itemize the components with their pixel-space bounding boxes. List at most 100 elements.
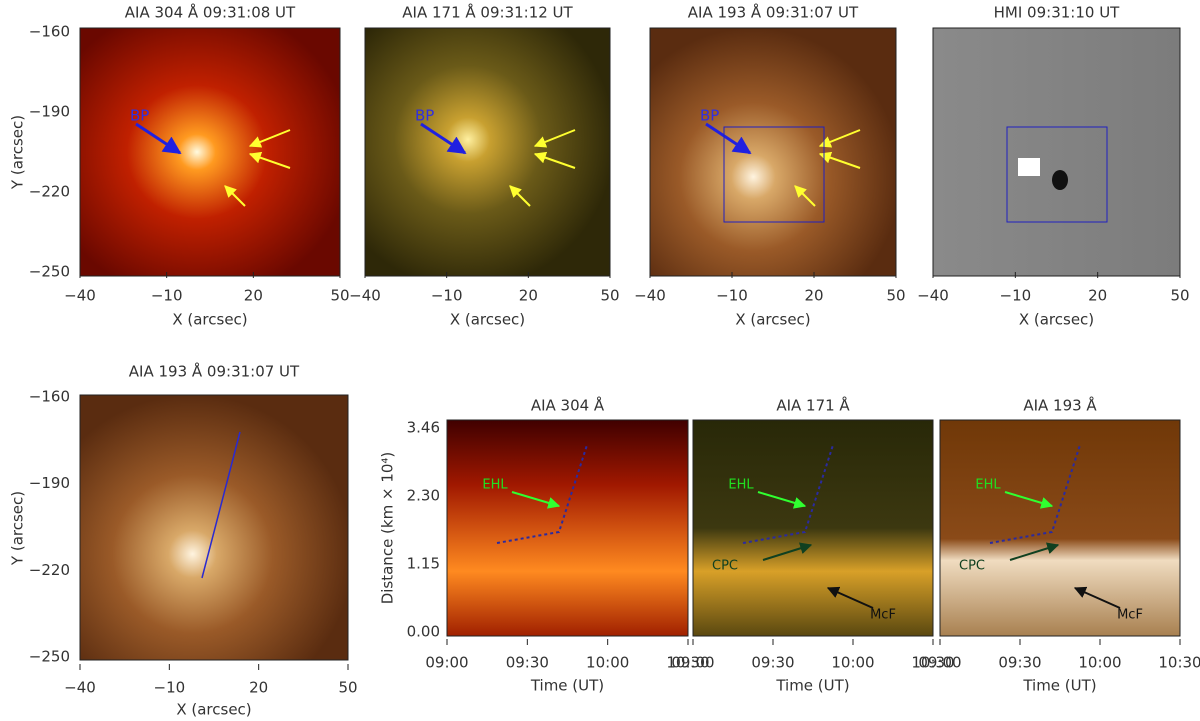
frame (364, 27, 611, 277)
y-tick-label: −250 (29, 648, 70, 666)
panel-title: AIA 171 Å (776, 396, 850, 415)
frame (649, 27, 897, 277)
frame (932, 27, 1181, 277)
annotation: CPC (712, 559, 738, 574)
x-tick-label: 50 (1170, 287, 1189, 305)
arrow (818, 129, 861, 148)
arrow (533, 129, 576, 148)
x-tick-label: 20 (244, 287, 263, 305)
y-tick-label: −160 (29, 388, 70, 406)
image (447, 420, 688, 636)
arrow (135, 122, 182, 155)
y-tick-label: −190 (29, 474, 70, 492)
roi-box (723, 126, 825, 223)
y-tick-label: −220 (29, 561, 70, 579)
x-tick-label: −40 (64, 287, 96, 305)
y-tick-label: −220 (29, 183, 70, 201)
annotation: BP (130, 107, 149, 125)
x-tick-label: −40 (64, 679, 96, 697)
x-axis-label: X (arcsec) (450, 311, 525, 329)
x-tick-label: −10 (151, 287, 183, 305)
arrow (420, 122, 467, 155)
x-axis-label: X (arcsec) (176, 701, 251, 719)
y-axis-label: Distance (km × 10⁴) (379, 452, 397, 605)
panel-title: AIA 193 Å (1023, 396, 1097, 415)
x-tick-label: 10:00 (831, 654, 874, 672)
x-axis-label: X (arcsec) (172, 311, 247, 329)
x-tick-label: 20 (519, 287, 538, 305)
arrow (248, 129, 291, 148)
arrow (224, 185, 246, 207)
x-axis-label: X (arcsec) (1019, 311, 1094, 329)
y-tick-label: −250 (29, 263, 70, 281)
arrow (1009, 542, 1060, 561)
frame (79, 394, 349, 661)
y-axis-label: Y (arcsec) (9, 115, 27, 190)
panel-title: AIA 304 Å (531, 396, 605, 415)
slit (201, 431, 241, 579)
x-tick-label: 50 (886, 287, 905, 305)
x-tick-label: 09:30 (506, 654, 549, 672)
arrow (1073, 586, 1121, 609)
x-tick-label: 09:00 (425, 654, 468, 672)
arrow (826, 586, 874, 609)
x-tick-label: 20 (249, 679, 268, 697)
x-tick-label: −10 (431, 287, 463, 305)
x-tick-label: 09:30 (998, 654, 1041, 672)
x-axis-label: Time (UT) (530, 677, 604, 695)
annotation: McF (870, 608, 896, 623)
x-tick-label: 10:30 (911, 654, 954, 672)
x-tick-label: 10:30 (1158, 654, 1200, 672)
panel-title: AIA 193 Å 09:31:07 UT (129, 362, 300, 381)
y-tick-label: −190 (29, 103, 70, 121)
frame (692, 419, 934, 637)
image (693, 420, 933, 636)
image (80, 395, 348, 660)
x-tick-label: 50 (338, 679, 357, 697)
x-tick-label: −40 (349, 287, 381, 305)
y-tick-label: 3.46 (407, 419, 440, 437)
arrow (705, 122, 752, 155)
y-tick-label: 0.00 (407, 623, 440, 641)
annotation: EHL (975, 478, 1001, 493)
x-tick-label: 20 (804, 287, 823, 305)
image (933, 28, 1180, 276)
arrow (511, 491, 561, 509)
frame (446, 419, 689, 637)
annotation: BP (415, 107, 434, 125)
y-tick-label: 2.30 (407, 487, 440, 505)
x-tick-label: −10 (716, 287, 748, 305)
y-tick-label: −160 (29, 23, 70, 41)
x-tick-label: 50 (330, 287, 349, 305)
arrow (794, 185, 816, 207)
arrow (509, 185, 531, 207)
x-tick-label: 20 (1088, 287, 1107, 305)
annotation: EHL (728, 478, 754, 493)
annotation: BP (700, 107, 719, 125)
spot (1052, 170, 1068, 190)
y-axis-label: Y (arcsec) (9, 491, 27, 566)
x-tick-label: −10 (1000, 287, 1032, 305)
x-tick-label: 10:00 (1078, 654, 1121, 672)
annotation: EHL (482, 478, 508, 493)
x-tick-label: 09:30 (751, 654, 794, 672)
annotation: McF (1117, 608, 1143, 623)
panel-title: AIA 171 Å 09:31:12 UT (402, 3, 573, 22)
x-tick-label: −40 (634, 287, 666, 305)
x-axis-label: Time (UT) (1022, 677, 1096, 695)
frame (79, 27, 341, 277)
panel-title: AIA 193 Å 09:31:07 UT (688, 3, 859, 22)
x-tick-label: −10 (154, 679, 186, 697)
image (650, 28, 896, 276)
x-tick-label: 09:00 (918, 654, 961, 672)
track (496, 444, 588, 544)
y-tick-label: 1.15 (407, 555, 440, 573)
image (365, 28, 610, 276)
arrow (248, 151, 291, 169)
panel-title: HMI 09:31:10 UT (994, 4, 1121, 22)
arrow (757, 491, 807, 509)
x-axis-label: Time (UT) (775, 677, 849, 695)
panel-title: AIA 304 Å 09:31:08 UT (125, 3, 296, 22)
annotation: CPC (959, 559, 985, 574)
